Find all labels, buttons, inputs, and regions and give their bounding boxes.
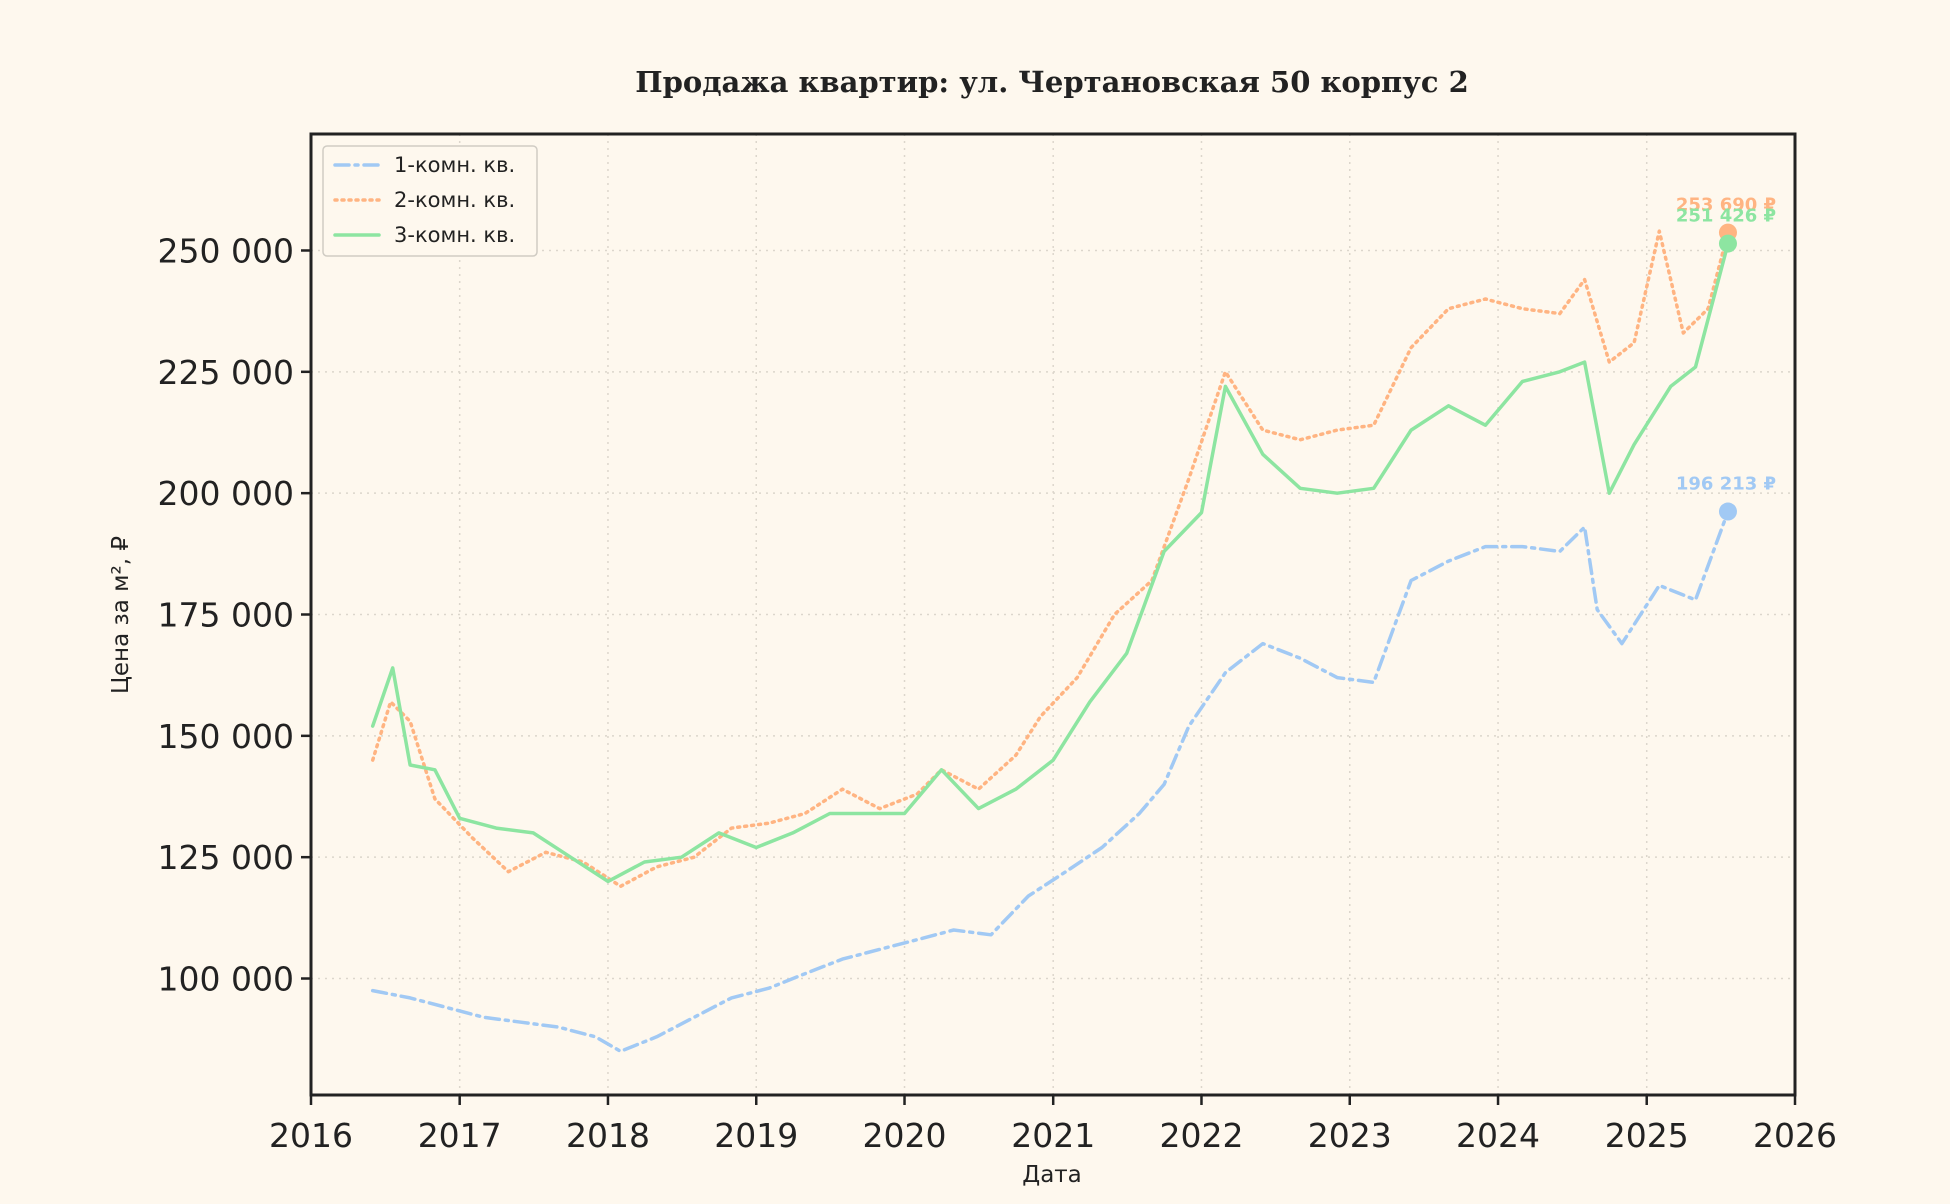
series-end-label-2: 253 690 ₽	[1676, 195, 1776, 216]
series-lines: 196 213 ₽ 253 690 ₽251 426 ₽	[370, 195, 1776, 1054]
x-tick-label: 2023	[1308, 1116, 1392, 1155]
x-tick-label: 2017	[418, 1116, 502, 1155]
legend-label-3: 3-комн. кв.	[394, 223, 515, 247]
y-tick-label: 250 000	[158, 231, 294, 270]
series-line-3	[370, 241, 1730, 884]
series-line-2	[370, 229, 1730, 889]
x-tick-label: 2016	[269, 1116, 353, 1155]
x-tick-label: 2025	[1605, 1116, 1689, 1155]
x-tick-label: 2026	[1753, 1116, 1837, 1155]
x-tick-label: 2021	[1011, 1116, 1095, 1155]
y-tick-label: 125 000	[158, 838, 294, 877]
x-tick-label: 2024	[1456, 1116, 1540, 1155]
series-end-label-1: 196 213 ₽	[1676, 474, 1776, 495]
series-end-label-3: 251 426 ₽	[1676, 206, 1776, 227]
y-tick-label: 150 000	[158, 717, 294, 756]
grid-lines	[310, 134, 1796, 1095]
x-tick-label: 2019	[714, 1116, 798, 1155]
series-line-1	[370, 509, 1730, 1054]
legend-label-2: 2-комн. кв.	[394, 188, 515, 212]
y-tick-label: 100 000	[158, 960, 294, 999]
series-end-marker-3	[1718, 234, 1737, 253]
y-tick-label: 200 000	[158, 474, 294, 513]
legend-label-1: 1-комн. кв.	[394, 153, 515, 177]
series-end-marker-1	[1718, 502, 1737, 521]
x-tick-label: 2018	[566, 1116, 650, 1155]
x-tick-label: 2022	[1159, 1116, 1243, 1155]
legend: 1-комн. кв. 2-комн. кв. 3-комн. кв.	[322, 145, 538, 257]
legend-box	[322, 145, 538, 257]
y-axis-label: Цена за м², ₽	[108, 536, 134, 694]
y-tick-label: 175 000	[158, 596, 294, 635]
axis-ticks: 100 000 125 000 150 000 175 000 200 000 225 0…	[158, 231, 1837, 1155]
y-tick-label: 225 000	[158, 353, 294, 392]
chart-title: Продажа квартир: ул. Чертановская 50 кор…	[635, 65, 1469, 99]
x-axis-label: Дата	[1022, 1162, 1082, 1188]
x-tick-label: 2020	[863, 1116, 947, 1155]
